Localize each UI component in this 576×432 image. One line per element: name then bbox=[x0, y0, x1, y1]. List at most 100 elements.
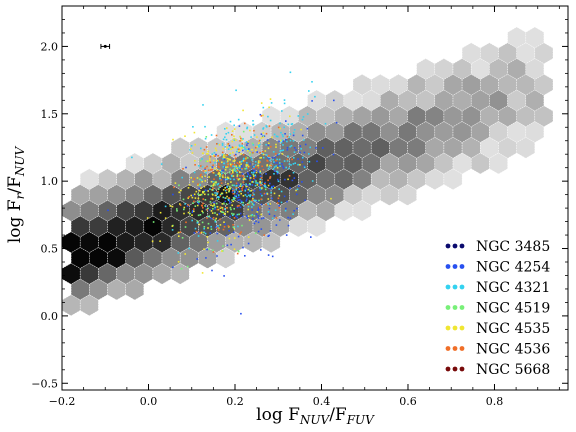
scatter-point bbox=[191, 211, 194, 213]
legend-marker bbox=[445, 346, 451, 351]
scatter-point bbox=[178, 184, 180, 187]
scatter-point bbox=[283, 102, 286, 105]
scatter-point bbox=[258, 142, 260, 144]
scatter-point bbox=[280, 141, 283, 144]
scatter-point bbox=[255, 165, 257, 168]
scatter-point bbox=[237, 235, 240, 238]
scatter-point bbox=[234, 159, 236, 162]
scatter-point bbox=[245, 200, 248, 202]
scatter-point bbox=[268, 125, 271, 127]
scatter-point bbox=[197, 214, 200, 217]
scatter-point bbox=[227, 165, 230, 167]
scatter-point bbox=[242, 185, 244, 188]
scatter-point bbox=[226, 195, 228, 198]
scatter-point bbox=[269, 187, 271, 190]
scatter-point bbox=[219, 175, 221, 177]
scatter-point bbox=[199, 232, 202, 234]
scatter-point bbox=[269, 182, 271, 185]
scatter-point bbox=[219, 206, 222, 208]
scatter-point bbox=[254, 170, 256, 173]
scatter-point bbox=[220, 169, 223, 172]
scatter-point bbox=[308, 90, 310, 92]
scatter-point bbox=[234, 170, 237, 172]
scatter-point bbox=[266, 164, 268, 167]
scatter-point bbox=[240, 190, 242, 193]
scatter-point bbox=[324, 122, 327, 125]
scatter-point bbox=[192, 180, 194, 183]
scatter-point bbox=[233, 226, 236, 229]
scatter-point bbox=[181, 176, 183, 179]
scatter-point bbox=[271, 187, 273, 189]
scatter-point bbox=[192, 194, 194, 197]
scatter-point bbox=[285, 138, 287, 141]
scatter-point bbox=[235, 153, 237, 156]
scatter-point bbox=[259, 189, 261, 191]
scatter-point bbox=[225, 203, 228, 205]
scatter-point bbox=[221, 172, 223, 175]
scatter-point bbox=[204, 180, 207, 182]
scatter-point bbox=[277, 180, 280, 183]
scatter-point bbox=[212, 217, 215, 219]
scatter-point bbox=[263, 192, 266, 195]
scatter-point bbox=[212, 187, 214, 190]
scatter-point bbox=[226, 178, 228, 181]
scatter-point bbox=[210, 210, 213, 212]
scatter-point bbox=[241, 142, 244, 145]
scatter-point bbox=[201, 272, 204, 274]
scatter-point bbox=[251, 148, 253, 151]
scatter-point bbox=[276, 172, 279, 175]
legend: NGC 3485 NGC 4254 NGC 4321 NGC 4519 NGC 4535… bbox=[445, 239, 550, 378]
scatter-point bbox=[218, 172, 220, 174]
scatter-point bbox=[213, 182, 215, 185]
scatter-point bbox=[332, 153, 335, 156]
scatter-point bbox=[201, 165, 204, 168]
scatter-point bbox=[247, 215, 250, 217]
scatter-point bbox=[221, 161, 223, 163]
scatter-point bbox=[260, 249, 262, 251]
scatter-point bbox=[249, 153, 251, 156]
scatter-point bbox=[206, 217, 208, 219]
scatter-point bbox=[210, 204, 212, 206]
scatter-point bbox=[212, 184, 215, 187]
scatter-point bbox=[271, 217, 274, 220]
scatter-point bbox=[227, 160, 229, 162]
legend-marker bbox=[452, 346, 458, 351]
hexbin-cell bbox=[398, 184, 417, 206]
scatter-point bbox=[209, 169, 212, 171]
scatter-point bbox=[228, 198, 230, 200]
scatter-point bbox=[221, 192, 223, 195]
scatter-point bbox=[209, 209, 211, 211]
scatter-point bbox=[196, 258, 198, 260]
scatter-point bbox=[216, 169, 218, 171]
x-tick-label: 0.2 bbox=[226, 395, 244, 408]
scatter-point bbox=[207, 190, 209, 192]
scatter-point bbox=[216, 213, 218, 216]
scatter-point bbox=[272, 185, 275, 187]
scatter-point bbox=[177, 261, 180, 263]
scatter-point bbox=[233, 138, 235, 140]
scatter-point bbox=[265, 132, 268, 135]
scatter-point bbox=[268, 142, 270, 145]
scatter-point bbox=[236, 205, 239, 207]
scatter-point bbox=[297, 115, 300, 117]
scatter-point bbox=[196, 204, 199, 207]
scatter-point bbox=[239, 135, 241, 138]
scatter-point bbox=[249, 190, 251, 192]
scatter-point bbox=[236, 213, 239, 216]
y-axis-label: log Fr/FNUV bbox=[5, 146, 27, 244]
scatter-point bbox=[202, 104, 204, 106]
scatter-point bbox=[257, 166, 260, 169]
scatter-point bbox=[222, 196, 225, 199]
scatter-point bbox=[273, 173, 275, 175]
scatter-point bbox=[189, 212, 191, 215]
scatter-point bbox=[280, 139, 282, 142]
scatter-point bbox=[234, 195, 236, 197]
scatter-point bbox=[220, 206, 223, 209]
scatter-point bbox=[265, 125, 268, 127]
scatter-point bbox=[252, 172, 255, 175]
scatter-point bbox=[188, 196, 190, 198]
scatter-point bbox=[289, 145, 291, 148]
scatter-point bbox=[232, 200, 235, 203]
scatter-point bbox=[203, 227, 205, 230]
scatter-point bbox=[254, 232, 257, 234]
